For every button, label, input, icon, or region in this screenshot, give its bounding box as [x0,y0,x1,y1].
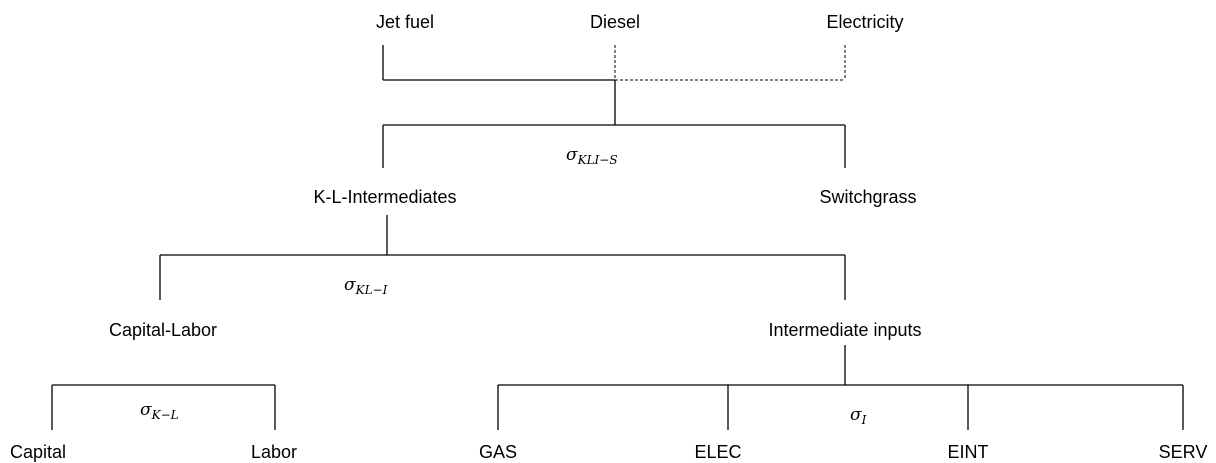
node: Jet fuel [376,12,434,32]
node: Labor [251,442,297,462]
subscript: KLI−S [577,153,618,167]
node: GAS [479,442,517,462]
sigma: σ [850,405,862,425]
node: Intermediate inputs [768,320,921,340]
connectors [51,45,1184,430]
subscript: I [861,413,867,427]
elasticity: σKL−I [344,275,388,297]
node: Capital-Labor [109,320,217,340]
elasticity: σK−L [140,400,179,422]
node: ELEC [694,442,741,462]
subscript: KL−I [355,283,388,297]
sigma: σ [344,275,356,295]
elasticity: σI [850,405,867,427]
node: Switchgrass [819,187,916,207]
node: K-L-Intermediates [313,187,456,207]
subscript: K−L [151,408,179,422]
sigma: σ [566,145,578,165]
node: Electricity [826,12,903,32]
elasticity: σKLI−S [566,145,618,167]
node: EINT [947,442,988,462]
node: Capital [10,442,66,462]
node: SERV [1159,442,1208,462]
node: Diesel [590,12,640,32]
sigma: σ [140,400,152,420]
